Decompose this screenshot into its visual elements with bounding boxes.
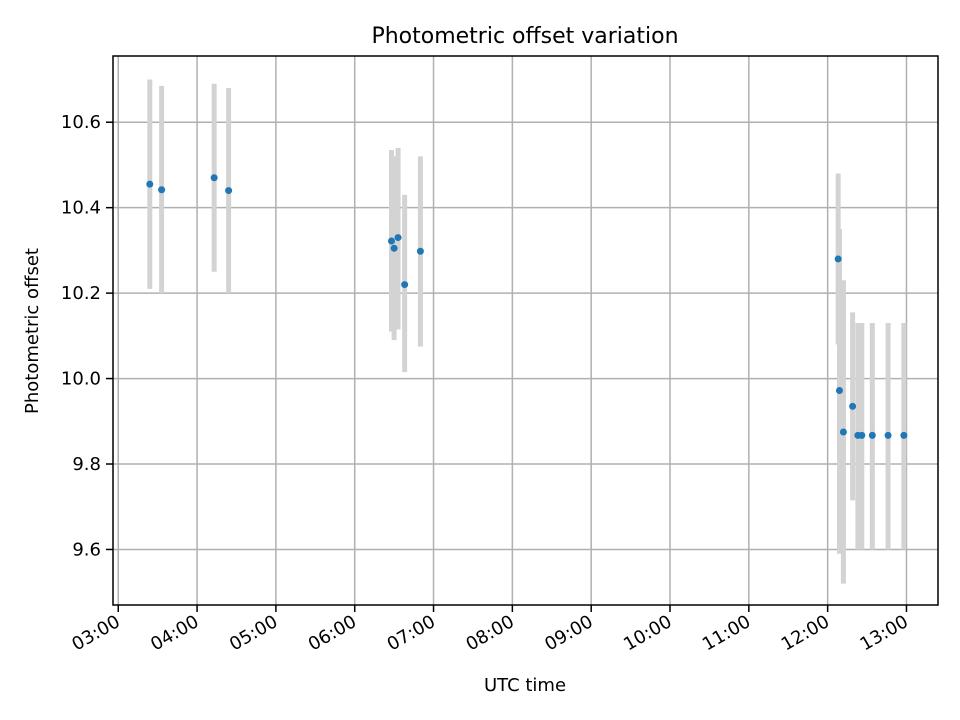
data-point	[884, 431, 892, 439]
y-tick-label: 10.0	[61, 369, 101, 390]
data-point	[225, 187, 233, 195]
data-point	[401, 281, 409, 289]
point-layer	[146, 174, 908, 439]
data-point	[849, 402, 857, 410]
y-tick-label: 9.6	[72, 539, 101, 560]
grid-layer	[113, 56, 938, 605]
data-point	[835, 387, 843, 395]
y-tick-label: 9.8	[72, 454, 101, 475]
data-point	[858, 431, 866, 439]
data-point	[394, 234, 402, 242]
plot-frame	[112, 55, 939, 606]
data-point	[900, 431, 908, 439]
data-point	[868, 431, 876, 439]
y-axis-label: Photometric offset	[22, 248, 43, 414]
data-point	[388, 237, 396, 245]
data-point	[390, 244, 398, 252]
data-point	[834, 255, 842, 263]
chart-title: Photometric offset variation	[371, 24, 678, 49]
y-tick-label: 10.4	[61, 198, 101, 219]
data-point	[210, 174, 218, 182]
data-point	[416, 247, 424, 255]
data-point	[158, 186, 166, 194]
x-axis-label: UTC time	[484, 675, 566, 696]
data-point	[839, 428, 847, 436]
y-tick-label: 10.6	[61, 112, 101, 133]
y-tick-label: 10.2	[61, 283, 101, 304]
data-point	[146, 180, 154, 188]
